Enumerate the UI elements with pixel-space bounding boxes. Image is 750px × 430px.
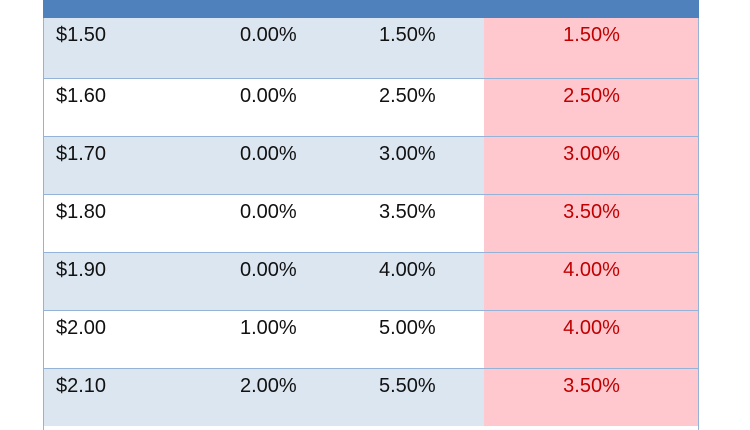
table-row: $2.10 2.00% 5.50% 3.50% [43,368,699,426]
rate-b-cell: 5.50% [379,375,436,397]
rate-a-cell: 0.00% [240,85,297,107]
table-right-border [698,18,699,430]
highlighted-rate-cell: 2.50% [484,79,699,136]
rate-a-cell: 0.00% [240,24,297,46]
highlighted-rate-cell: 4.00% [484,311,699,368]
highlighted-rate-cell: 4.00% [484,253,699,310]
price-cell: $1.90 [56,259,107,281]
price-cell: $1.60 [56,85,107,107]
table-row: $1.90 0.00% 4.00% 4.00% [43,252,699,310]
price-cell: $1.70 [56,143,107,165]
rate-a-cell: 0.00% [240,259,297,281]
rate-b-cell: 5.00% [379,317,436,339]
rate-b-cell: 4.00% [379,259,436,281]
price-cell: $1.50 [56,24,107,46]
data-table: $1.50 0.00% 1.50% 1.50% $1.60 0.00% 2.50… [43,0,699,430]
rate-a-cell: 2.00% [240,375,297,397]
highlighted-rate-cell: 3.00% [484,137,699,194]
rate-b-cell: 3.00% [379,143,436,165]
rate-b-cell: 1.50% [379,24,436,46]
rate-a-cell: 1.00% [240,317,297,339]
highlighted-rate-cell: 3.50% [484,369,699,426]
table-row: $1.60 0.00% 2.50% 2.50% [43,78,699,136]
rate-a-cell: 0.00% [240,143,297,165]
rate-a-cell: 0.00% [240,201,297,223]
table-header-bar [43,0,699,18]
rate-b-cell: 3.50% [379,201,436,223]
table-row: $1.50 0.00% 1.50% 1.50% [43,18,699,78]
price-cell: $2.00 [56,317,107,339]
table-left-border [43,18,44,430]
table-row: $1.70 0.00% 3.00% 3.00% [43,136,699,194]
price-cell: $1.80 [56,201,107,223]
table-row: $1.80 0.00% 3.50% 3.50% [43,194,699,252]
highlighted-rate-cell: 3.50% [484,195,699,252]
table-row: $2.00 1.00% 5.00% 4.00% [43,310,699,368]
highlighted-rate-cell: 1.50% [484,18,699,78]
rate-b-cell: 2.50% [379,85,436,107]
price-cell: $2.10 [56,375,107,397]
